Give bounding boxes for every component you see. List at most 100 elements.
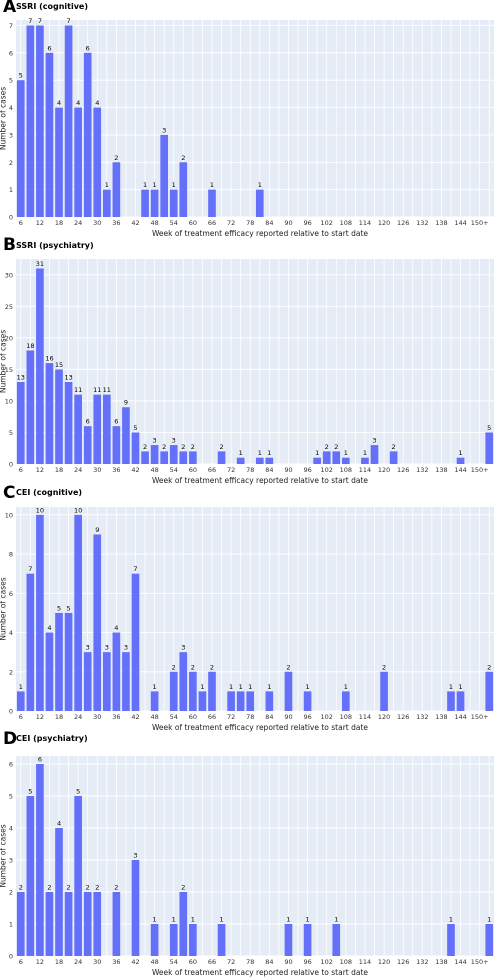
bar-value-label: 1 xyxy=(210,181,214,189)
bar-value-label: 6 xyxy=(114,418,118,426)
bar-value-label: 1 xyxy=(487,916,491,924)
x-tick-label: 42 xyxy=(131,713,139,721)
bar-value-label: 5 xyxy=(133,424,137,432)
bar xyxy=(74,514,82,711)
x-tick-label: 126 xyxy=(397,466,409,474)
x-tick-label: 24 xyxy=(74,713,82,721)
bar-value-label: 7 xyxy=(67,17,71,25)
bar xyxy=(55,107,63,217)
bar-value-label: 1 xyxy=(449,916,453,924)
x-tick-label: 78 xyxy=(246,219,254,227)
bar-value-label: 4 xyxy=(114,624,118,632)
bar xyxy=(189,671,197,711)
bar-value-label: 7 xyxy=(28,17,32,25)
bar xyxy=(332,924,341,956)
x-tick-label: 84 xyxy=(265,713,273,721)
x-tick-label: 126 xyxy=(397,713,409,721)
y-tick-label: 0 xyxy=(9,708,13,716)
x-tick-label: 138 xyxy=(435,219,447,227)
bar-value-label: 16 xyxy=(45,355,53,363)
bar xyxy=(112,892,121,956)
bar xyxy=(217,451,226,464)
bar xyxy=(26,25,35,217)
bar-value-label: 1 xyxy=(219,916,223,924)
y-tick-label: 0 xyxy=(9,214,13,222)
bar xyxy=(313,457,321,464)
x-tick-label: 72 xyxy=(227,466,235,474)
bar xyxy=(361,457,369,464)
y-tick-label: 10 xyxy=(5,511,13,519)
bar-value-label: 1 xyxy=(344,683,348,691)
x-tick-label: 126 xyxy=(397,958,409,966)
bar xyxy=(36,764,44,956)
y-tick-label: 5 xyxy=(9,429,13,437)
x-tick-label: 18 xyxy=(55,466,63,474)
bar-value-label: 6 xyxy=(38,756,42,764)
chart-title: SSRI (cognitive) xyxy=(16,2,89,11)
bar xyxy=(55,612,63,711)
y-axis-label: Number of cases xyxy=(0,87,8,150)
x-tick-label: 48 xyxy=(150,219,158,227)
x-tick-label: 150+ xyxy=(471,466,489,474)
bar xyxy=(83,652,92,711)
bar xyxy=(485,432,494,464)
y-axis-label: Number of cases xyxy=(0,330,8,393)
x-tick-label: 36 xyxy=(112,219,120,227)
bar-value-label: 2 xyxy=(19,884,23,892)
x-tick-label: 90 xyxy=(284,219,292,227)
x-tick-label: 96 xyxy=(303,466,311,474)
x-tick-label: 84 xyxy=(265,958,273,966)
x-tick-label: 138 xyxy=(435,713,447,721)
x-tick-label: 114 xyxy=(359,219,371,227)
bar-value-label: 1 xyxy=(363,449,367,457)
bar-value-label: 5 xyxy=(28,788,32,796)
bar-value-label: 1 xyxy=(143,181,147,189)
bar-value-label: 2 xyxy=(286,663,290,671)
panel-letter: D xyxy=(3,729,18,749)
x-tick-label: 12 xyxy=(36,713,44,721)
bar-value-label: 2 xyxy=(67,884,71,892)
bar-value-label: 11 xyxy=(74,386,82,394)
bar-value-label: 2 xyxy=(181,154,185,162)
bar xyxy=(112,162,121,217)
bar-value-label: 10 xyxy=(74,506,82,514)
bar xyxy=(74,107,82,217)
bar xyxy=(74,394,82,464)
bar-value-label: 1 xyxy=(172,916,176,924)
bar-value-label: 1 xyxy=(239,683,243,691)
x-tick-label: 48 xyxy=(150,713,158,721)
x-tick-label: 132 xyxy=(416,713,428,721)
bar xyxy=(169,189,178,217)
bar xyxy=(255,457,264,464)
bar xyxy=(322,451,331,464)
bar xyxy=(102,189,111,217)
bar-value-label: 9 xyxy=(95,526,99,534)
bar-value-label: 2 xyxy=(181,443,185,451)
x-tick-label: 6 xyxy=(19,958,23,966)
bar-value-label: 1 xyxy=(334,916,338,924)
bar-value-label: 1 xyxy=(153,181,157,189)
x-tick-label: 66 xyxy=(208,466,216,474)
y-tick-label: 5 xyxy=(9,77,13,85)
bar-value-label: 2 xyxy=(325,443,329,451)
bar xyxy=(102,652,111,711)
bar-value-label: 1 xyxy=(172,181,176,189)
x-tick-label: 48 xyxy=(150,466,158,474)
bar-value-label: 3 xyxy=(133,852,137,860)
bar xyxy=(456,457,465,464)
bar xyxy=(141,451,149,464)
bar xyxy=(112,632,121,711)
x-tick-label: 66 xyxy=(208,713,216,721)
bar xyxy=(447,924,455,956)
y-tick-label: 1 xyxy=(9,186,13,194)
bar xyxy=(265,691,274,711)
bar xyxy=(208,671,216,711)
x-tick-label: 84 xyxy=(265,466,273,474)
bar-value-label: 3 xyxy=(153,437,157,445)
x-tick-label: 66 xyxy=(208,958,216,966)
bar-value-label: 1 xyxy=(458,683,462,691)
x-tick-label: 126 xyxy=(397,219,409,227)
